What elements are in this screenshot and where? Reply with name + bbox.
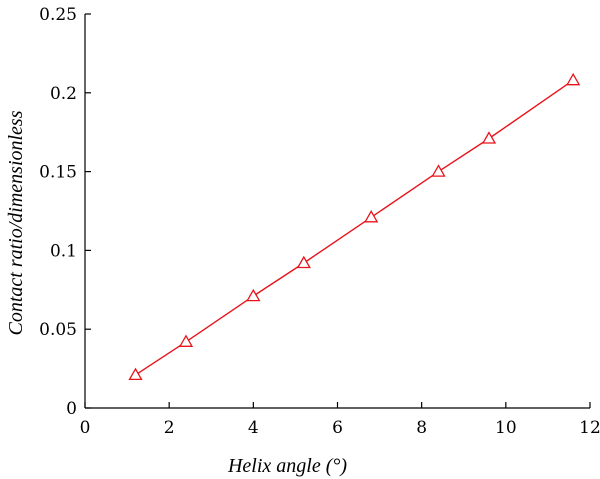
series-line [135, 79, 574, 376]
data-point [364, 209, 379, 223]
data-point [296, 255, 311, 269]
x-tick-label: 8 [416, 418, 427, 438]
data-point [481, 131, 497, 144]
x-tick-label: 12 [579, 418, 600, 438]
x-tick-label: 4 [248, 418, 259, 438]
x-tick-label: 0 [80, 418, 91, 438]
y-tick-label: 0 [66, 399, 77, 419]
axes [84, 14, 590, 409]
y-tick-label: 0.1 [50, 241, 77, 261]
x-ticks: 0 2 4 6 8 10 12 [80, 402, 600, 438]
y-tick-label: 0.15 [39, 163, 77, 183]
data-point [431, 164, 446, 177]
x-tick-label: 10 [495, 418, 517, 438]
y-ticks: 0 0.05 0.1 0.15 0.2 0.25 [39, 5, 91, 419]
x-axis-title: Helix angle (°) [227, 455, 347, 477]
y-axis-title: Contact ratio/dimensionless [5, 110, 27, 335]
data-point [128, 367, 143, 381]
y-tick-label: 0.05 [39, 320, 77, 340]
y-tick-label: 0.2 [50, 84, 77, 104]
x-tick-label: 2 [164, 418, 175, 438]
plot-area [128, 72, 581, 381]
data-point [246, 288, 261, 302]
x-tick-label: 6 [332, 418, 343, 438]
data-point [178, 334, 194, 347]
y-tick-label: 0.25 [39, 5, 77, 25]
data-point [566, 72, 581, 86]
